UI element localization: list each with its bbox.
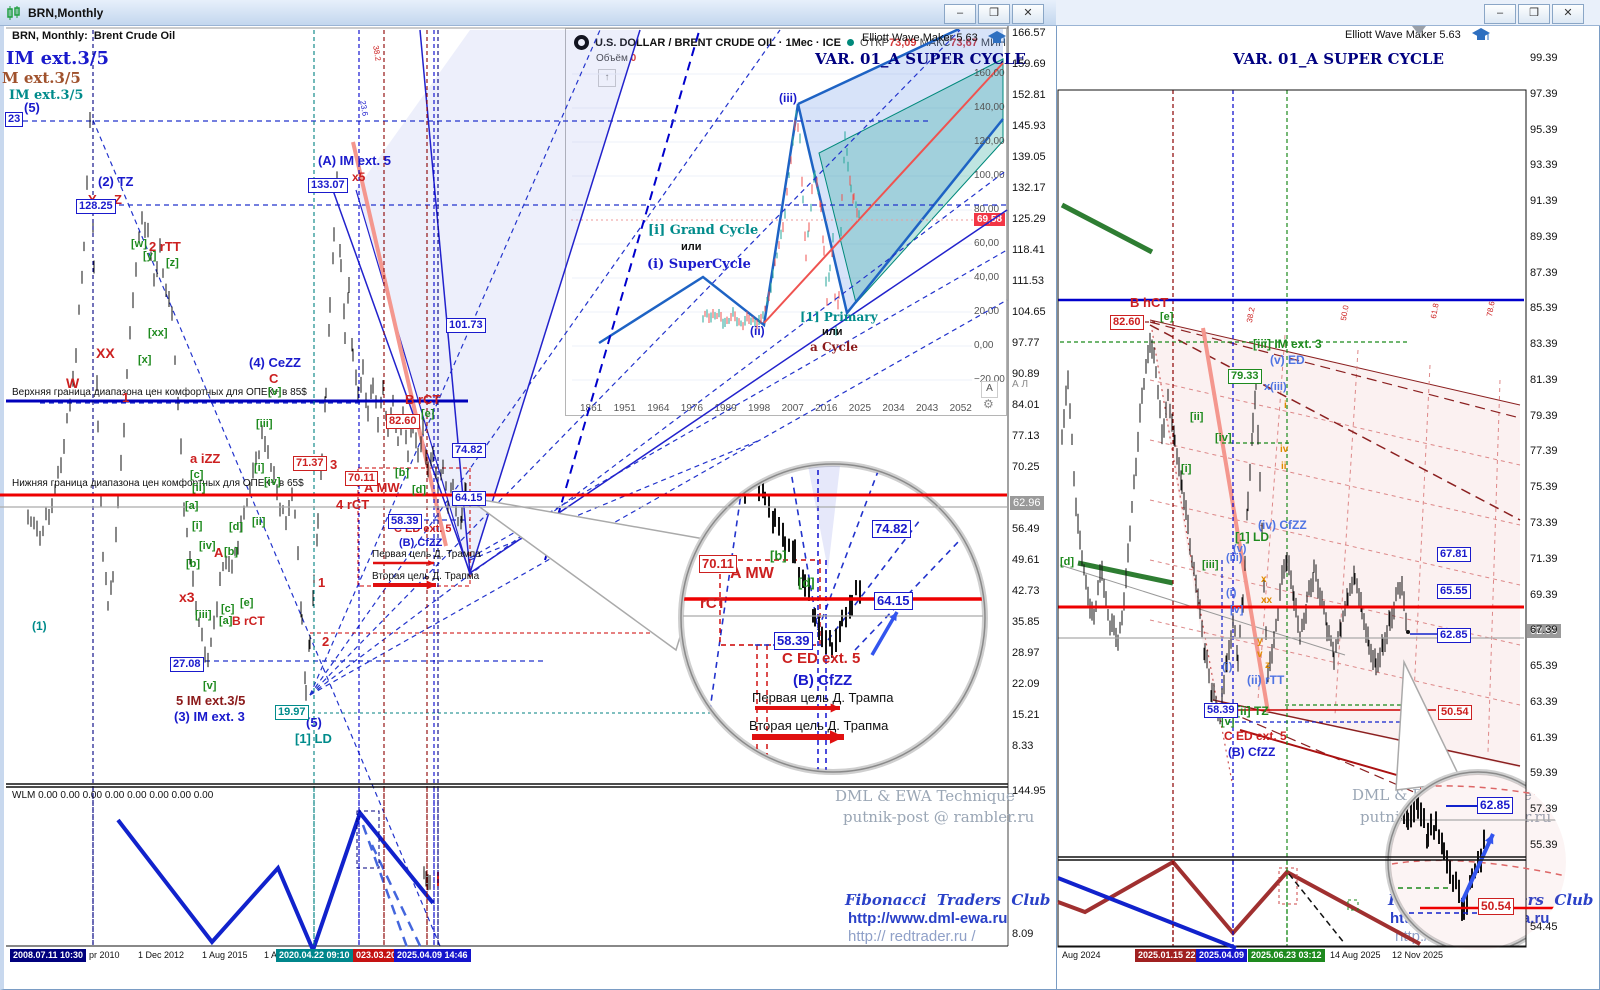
inset-year-label: 1964	[647, 403, 670, 414]
gear-icon[interactable]: ⚙	[983, 397, 994, 411]
inset-year-label: 2016	[815, 403, 838, 414]
chart-graphic	[1288, 873, 1346, 945]
chart-graphic	[1149, 324, 1521, 521]
chart-graphic	[1149, 319, 1521, 406]
chart-graphic	[1057, 859, 1421, 946]
chart-graphic	[1212, 699, 1521, 767]
chart-graphic	[428, 560, 434, 566]
chart-graphic	[329, 181, 471, 574]
chart-graphic	[1057, 89, 1527, 948]
chart-graphic	[1391, 785, 1566, 801]
webchart-logo-icon	[574, 35, 589, 50]
chart-graphic	[351, 141, 448, 547]
inset-year-label: 2025	[848, 403, 872, 414]
inset-price-label: 40,00	[974, 272, 1000, 283]
inset-year-label: 1861	[580, 403, 603, 414]
chart-graphic	[1150, 320, 1520, 768]
chart-graphic	[465, 496, 711, 652]
chart-graphic	[889, 612, 897, 622]
inset-year-label: 1976	[680, 403, 704, 414]
chart-graphic	[854, 539, 961, 651]
chart-graphic	[1460, 833, 1495, 903]
chart-graphic	[789, 466, 819, 631]
inset-volume: Объём 0	[596, 53, 637, 64]
chart-graphic	[469, 439, 761, 561]
chart-graphic	[355, 189, 471, 576]
inset-price-label: 60,00	[974, 238, 1000, 249]
inset-a-button[interactable]: A	[981, 381, 998, 398]
chart-graphic	[827, 519, 921, 641]
inset-year-label: 1989	[714, 403, 737, 414]
chart-graphic	[1411, 364, 1431, 736]
chart-graphic	[1151, 329, 1233, 783]
chart-graphic	[116, 808, 435, 956]
chart-graphic	[419, 29, 471, 574]
inset-price-label: 160,00	[974, 68, 1005, 79]
chart-graphic	[1487, 379, 1501, 753]
chart-graphic	[870, 611, 899, 656]
inset-symbol-title: U.S. DOLLAR / BRENT CRUDE OIL · 1Мес · I…	[595, 36, 841, 49]
inset-year-label: 2007	[781, 403, 804, 414]
inset-year-label: 2034	[882, 403, 905, 414]
chart-graphic	[469, 209, 1008, 574]
chart-graphic	[808, 466, 840, 570]
chart-graphic	[544, 28, 701, 561]
inset-year-label: 1998	[748, 403, 771, 414]
status-dot-icon	[846, 39, 854, 46]
inset-year-label: 2052	[949, 403, 972, 414]
chart-graphic	[829, 730, 844, 744]
chart-graphic	[1057, 876, 1237, 950]
inset-quotes: ОТКР73,09 МАКС73,67 МИН68,37 ЗАКР69,58 −…	[859, 36, 1006, 49]
chart-graphic	[1484, 834, 1494, 845]
inset-price-label: −20,00	[974, 374, 1005, 385]
chart-graphic	[817, 466, 881, 631]
chart-graphic	[1347, 899, 1359, 911]
chart-graphic	[426, 580, 436, 590]
chart-graphic	[1059, 564, 1346, 656]
inset-year-label: 2043	[916, 403, 939, 414]
chart-graphic	[830, 703, 840, 713]
inset-price-label: 80,00	[974, 204, 1000, 215]
chart-graphic	[1278, 867, 1298, 905]
inset-price-label: 140,00	[974, 102, 1005, 113]
chart-graphic	[309, 299, 1008, 696]
inset-price-label: 0,00	[974, 340, 994, 351]
chart-graphic	[357, 467, 471, 587]
chart-graphic	[1060, 202, 1154, 255]
chart-graphic	[1391, 859, 1566, 877]
chart-graphic	[1257, 334, 1286, 701]
chart-graphic	[356, 810, 380, 869]
chart-graphic	[1201, 327, 1270, 713]
chart-graphic	[680, 463, 986, 773]
inset-price-label: 100,00	[974, 170, 1005, 181]
inset-price-label: 120,00	[974, 136, 1005, 147]
chart-graphic	[1334, 349, 1359, 716]
chart-graphic	[309, 169, 1008, 696]
chart-graphic	[719, 559, 821, 646]
chart-graphic	[370, 844, 424, 951]
inset-year-label: 1951	[613, 403, 636, 414]
chart-graphic	[1387, 771, 1526, 947]
embedded-webchart-inset: U.S. DOLLAR / BRENT CRUDE OIL · 1Мес · I…	[565, 28, 1007, 416]
chart-graphic	[1406, 630, 1410, 634]
chart-graphic	[469, 29, 641, 574]
chart-graphic	[361, 824, 410, 951]
